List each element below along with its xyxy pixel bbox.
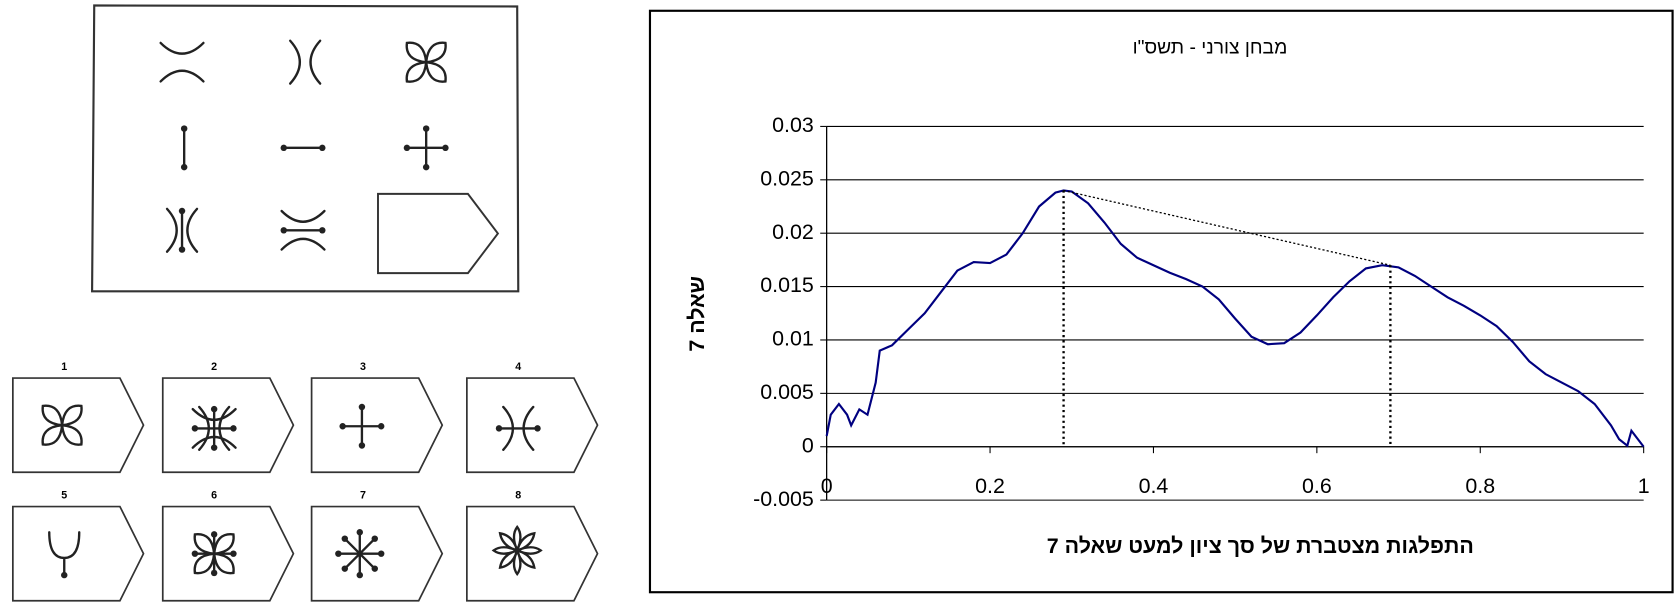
figure <box>161 43 204 82</box>
option-number: 1 <box>61 361 67 373</box>
figure <box>181 125 187 170</box>
answer-options <box>13 378 598 601</box>
figure <box>179 208 185 253</box>
missing-cell <box>378 194 498 273</box>
x-tick-label: 1 <box>1638 474 1650 498</box>
figure <box>49 532 79 578</box>
option-number: 5 <box>61 490 67 502</box>
y-tick-label: 0.03 <box>772 113 814 137</box>
option-number: 7 <box>360 490 366 502</box>
figure <box>281 227 326 233</box>
y-tick-label: 0.01 <box>772 327 814 351</box>
x-tick-label: 0.2 <box>975 474 1005 498</box>
option-number: 8 <box>515 490 521 502</box>
option-number: 6 <box>211 490 217 502</box>
y-tick-label: 0.02 <box>772 220 814 244</box>
x-tick-label: 0.8 <box>1465 474 1495 498</box>
puzzle <box>92 5 518 291</box>
option-number: 3 <box>360 361 366 373</box>
x-tick-label: 0.6 <box>1302 474 1332 498</box>
page: {"puzzle": {"option_labels": ["1", "2", … <box>0 0 1679 603</box>
option-frame <box>467 378 598 472</box>
figure <box>407 43 446 82</box>
option-number: 2 <box>211 361 217 373</box>
y-tick-label: 0 <box>802 433 814 457</box>
y-axis-label: שאלה 7 <box>685 276 709 352</box>
figure <box>43 406 82 445</box>
option-frame <box>13 378 144 472</box>
y-tick-label: 0.015 <box>760 273 814 297</box>
chart-title: מבחן צורני - תשס"ו <box>1133 37 1288 58</box>
x-tick-label: 0 <box>821 474 833 498</box>
option-number: 4 <box>515 361 521 373</box>
y-tick-label: -0.005 <box>753 487 814 511</box>
figure <box>335 529 384 578</box>
figure <box>494 527 541 574</box>
screenshot: מבחן צורני - תשס"ו התפלגות מצטברת של סך … <box>0 0 1679 603</box>
option-frame <box>13 507 144 601</box>
x-tick-label: 0.4 <box>1139 474 1169 498</box>
figure <box>290 41 320 84</box>
figure <box>281 145 326 151</box>
figure <box>496 425 541 431</box>
option-frame <box>163 378 294 472</box>
y-tick-label: 0.025 <box>760 166 814 190</box>
x-axis-label: התפלגות מצטברת של סך ציון למעט שאלה 7 <box>1047 534 1474 558</box>
y-tick-label: 0.005 <box>760 380 814 404</box>
